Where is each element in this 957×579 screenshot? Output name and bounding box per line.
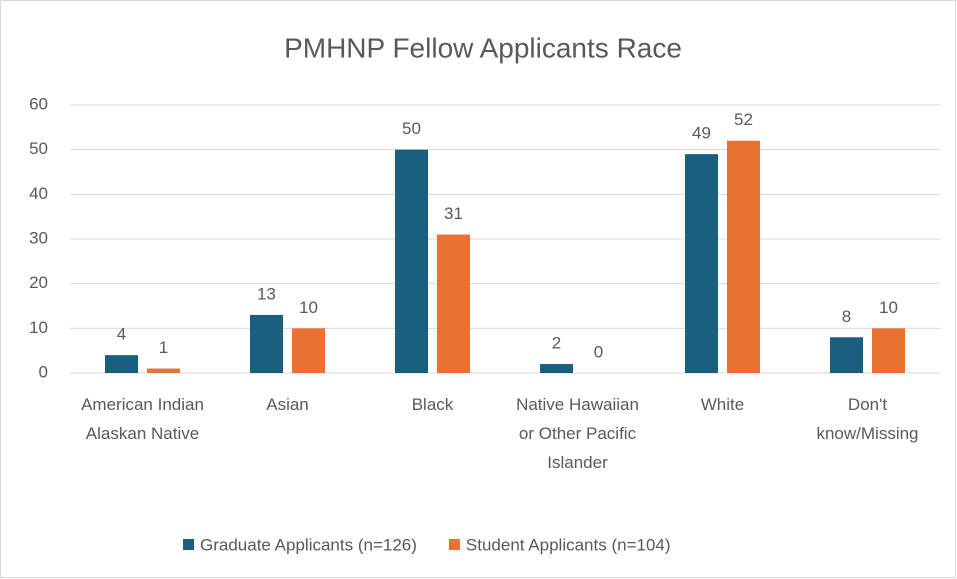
- legend-swatch: [183, 539, 194, 550]
- y-tick-label: 10: [29, 318, 48, 337]
- bar: [830, 337, 863, 373]
- y-tick-label: 0: [39, 362, 48, 381]
- chart-title: PMHNP Fellow Applicants Race: [284, 32, 682, 63]
- data-label: 13: [257, 284, 276, 303]
- data-label: 10: [299, 298, 318, 317]
- data-label: 10: [879, 298, 898, 317]
- bar: [437, 234, 470, 373]
- x-tick-label: Don't know/Missing: [816, 395, 919, 443]
- data-label: 2: [552, 334, 561, 353]
- data-label: 31: [444, 204, 463, 223]
- y-tick-label: 50: [29, 139, 48, 158]
- bar: [395, 149, 428, 373]
- bar: [105, 355, 138, 373]
- data-label: 0: [594, 342, 603, 361]
- data-label: 49: [692, 124, 711, 143]
- data-label: 52: [734, 110, 753, 129]
- x-tick-label: Native Hawaiian or Other Pacific Islande…: [516, 395, 639, 472]
- bar: [685, 154, 718, 373]
- y-tick-label: 30: [29, 228, 48, 247]
- bar: [872, 328, 905, 373]
- x-tick-label: Black: [411, 395, 454, 414]
- legend-label: Graduate Applicants (n=126): [200, 535, 417, 554]
- legend-label: Student Applicants (n=104): [466, 535, 671, 554]
- bar: [292, 328, 325, 373]
- y-tick-label: 40: [29, 184, 48, 203]
- data-label: 50: [402, 119, 421, 138]
- x-tick-label: American Indian Alaskan Native: [81, 395, 204, 443]
- y-tick-label: 20: [29, 273, 48, 292]
- bar: [147, 368, 180, 373]
- y-tick-label: 60: [29, 94, 48, 113]
- data-label: 1: [159, 338, 168, 357]
- bar: [540, 364, 573, 373]
- x-tick-label: Asian: [266, 395, 309, 414]
- data-label: 8: [842, 307, 851, 326]
- bar: [727, 140, 760, 373]
- bar: [250, 314, 283, 373]
- x-tick-label: White: [700, 395, 745, 414]
- data-label: 4: [117, 325, 126, 344]
- legend-swatch: [448, 539, 460, 550]
